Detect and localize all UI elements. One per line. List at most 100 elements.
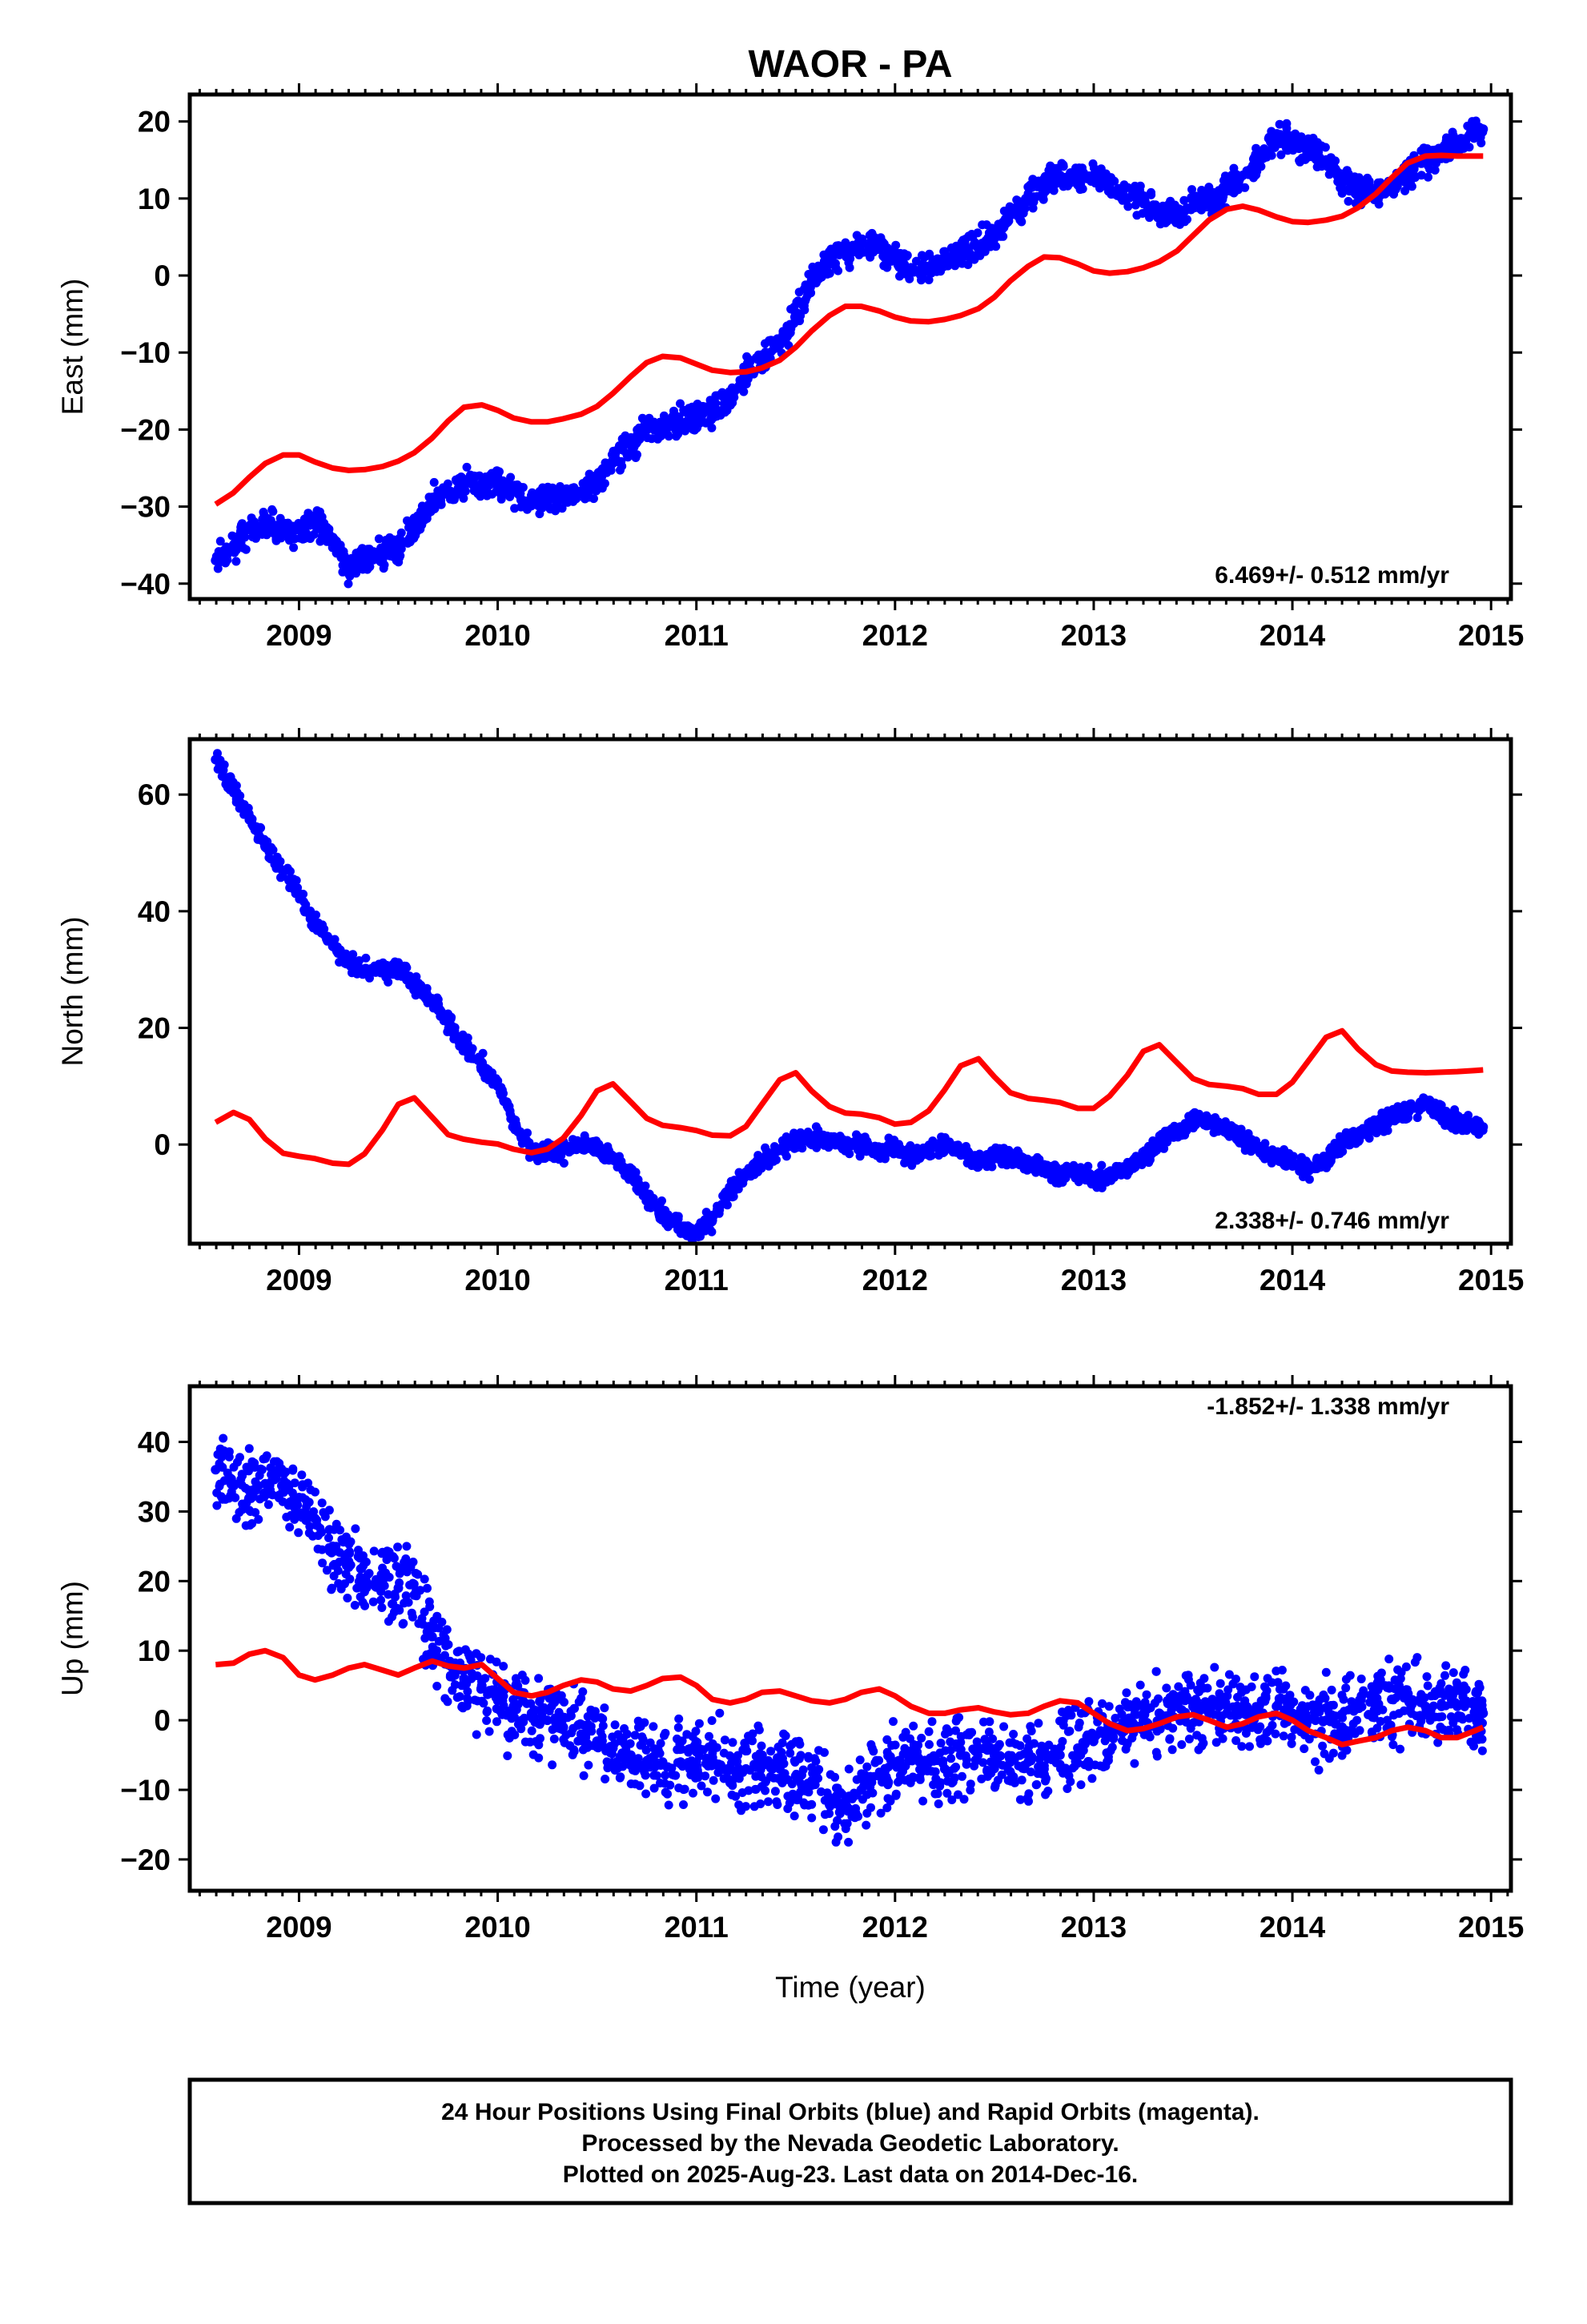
data-point	[661, 1779, 669, 1788]
data-point	[215, 554, 225, 564]
data-point	[345, 1547, 354, 1557]
data-point	[589, 494, 598, 504]
data-point	[1436, 1100, 1446, 1110]
data-point	[613, 456, 623, 466]
data-point	[545, 505, 555, 514]
data-point	[906, 267, 916, 277]
data-point	[709, 1775, 718, 1785]
data-point	[1258, 154, 1268, 163]
data-point	[842, 246, 851, 255]
data-point	[1144, 1149, 1154, 1159]
data-point	[597, 1731, 607, 1741]
data-point	[697, 1781, 706, 1791]
data-point	[1295, 156, 1304, 165]
data-point	[377, 1603, 387, 1612]
data-point	[642, 433, 652, 443]
data-point	[1106, 1166, 1115, 1176]
data-point	[361, 964, 371, 974]
data-point	[663, 430, 673, 440]
y-tick-label: 60	[138, 778, 171, 811]
data-point	[1076, 1163, 1086, 1172]
data-point	[560, 485, 570, 495]
data-point	[940, 1133, 950, 1142]
data-point	[429, 477, 439, 487]
data-point	[497, 1085, 507, 1095]
data-point	[243, 803, 253, 813]
x-tick-label: 2013	[1061, 619, 1127, 652]
data-point	[680, 418, 689, 428]
data-point	[448, 1025, 458, 1035]
data-point	[244, 1444, 254, 1454]
x-tick-label: 2011	[665, 1264, 729, 1297]
data-point	[866, 236, 876, 246]
data-point	[1159, 1144, 1169, 1153]
rate-label: 6.469+/- 0.512 mm/yr	[1215, 562, 1449, 589]
data-point	[324, 1533, 333, 1542]
data-point	[528, 1750, 538, 1759]
data-point	[378, 1577, 388, 1586]
data-point	[880, 253, 890, 263]
data-point	[336, 1584, 346, 1594]
data-point	[462, 1701, 472, 1711]
data-point	[401, 969, 411, 979]
data-points	[211, 116, 1489, 589]
data-point	[911, 1152, 921, 1161]
data-point	[701, 1224, 711, 1233]
data-point	[1355, 1136, 1364, 1145]
data-point	[933, 254, 942, 263]
data-point	[463, 1039, 472, 1049]
data-point	[268, 507, 278, 517]
data-point	[845, 263, 854, 272]
data-point	[379, 564, 388, 573]
x-tick-label: 2015	[1458, 1264, 1524, 1297]
data-point	[1015, 215, 1025, 225]
x-tick-label: 2013	[1061, 1264, 1127, 1297]
data-point	[1268, 142, 1277, 151]
data-point	[535, 509, 544, 519]
data-point	[580, 1131, 589, 1140]
data-point	[447, 1012, 456, 1022]
data-point	[1380, 1115, 1389, 1124]
data-point	[253, 828, 263, 838]
data-point	[1246, 164, 1256, 174]
data-point	[843, 1144, 853, 1152]
data-point	[219, 1433, 228, 1443]
data-point	[1040, 171, 1050, 181]
data-point	[369, 1546, 379, 1556]
data-point	[393, 1542, 403, 1552]
data-point	[1445, 1111, 1455, 1120]
data-point	[437, 1618, 447, 1626]
data-point	[1214, 1124, 1223, 1134]
data-point	[423, 1583, 432, 1593]
data-point	[603, 1144, 613, 1153]
data-point	[1324, 170, 1334, 179]
data-point	[1123, 1157, 1132, 1167]
data-point	[385, 533, 395, 542]
data-point	[1273, 1152, 1283, 1162]
data-point	[826, 247, 835, 256]
data-point	[516, 1133, 526, 1143]
data-point	[1423, 161, 1432, 171]
data-point	[344, 1557, 354, 1566]
data-point	[609, 448, 619, 457]
data-point	[707, 1716, 717, 1725]
data-point	[811, 273, 821, 283]
data-point	[1276, 130, 1286, 139]
data-point	[523, 1128, 532, 1138]
data-point	[1097, 1160, 1107, 1170]
data-point	[212, 1501, 222, 1510]
x-tick-label: 2014	[1260, 1264, 1326, 1297]
data-point	[616, 465, 625, 475]
data-point	[656, 1739, 665, 1748]
y-tick-label: −20	[120, 413, 171, 446]
data-point	[509, 488, 519, 497]
y-tick-label: −40	[120, 568, 171, 601]
data-point	[1163, 1126, 1172, 1136]
data-point	[1440, 141, 1448, 151]
data-point	[895, 271, 904, 281]
data-point	[263, 837, 272, 846]
data-point	[319, 924, 329, 934]
data-point	[761, 339, 769, 348]
data-point	[649, 1722, 658, 1731]
data-point	[649, 1783, 659, 1793]
